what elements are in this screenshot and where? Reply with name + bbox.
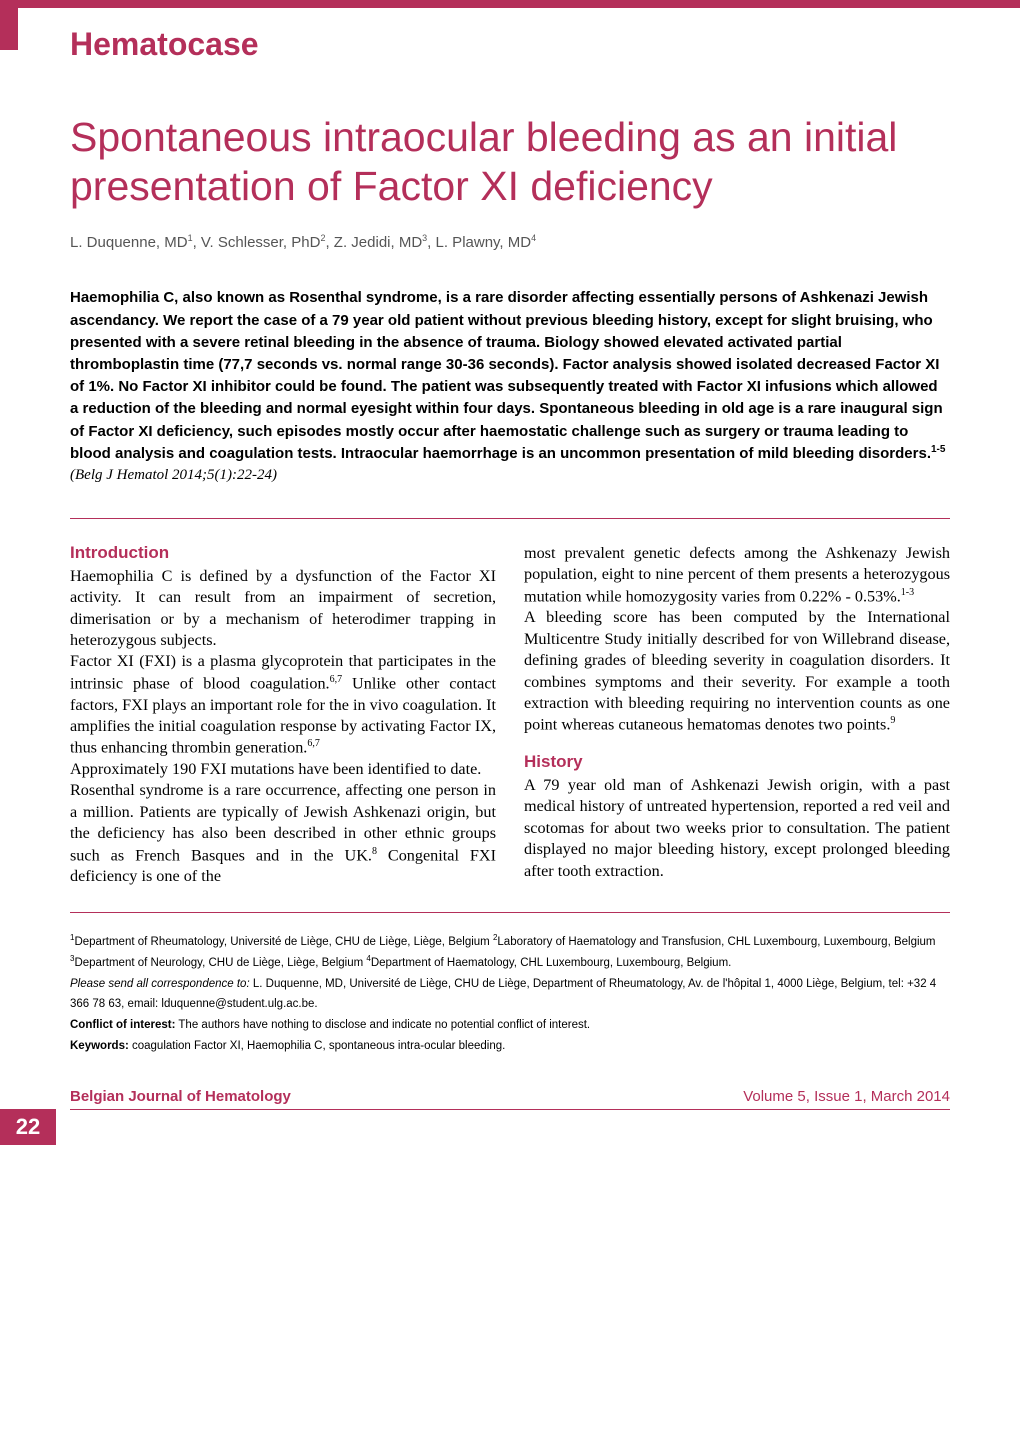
journal-footer: Belgian Journal of Hematology Volume 5, …: [70, 1088, 950, 1105]
journal-name: Belgian Journal of Hematology: [70, 1088, 291, 1105]
authors-line: L. Duquenne, MD1, V. Schlesser, PhD2, Z.…: [70, 233, 950, 251]
heading-introduction: Introduction: [70, 543, 496, 563]
top-accent-bar: [0, 0, 1020, 8]
corner-accent: [0, 0, 18, 50]
section-label: Hematocase: [70, 8, 950, 63]
history-para-1: A 79 year old man of Ashkenazi Jewish or…: [524, 775, 950, 882]
intro-para-2: Factor XI (FXI) is a plasma glycoprotein…: [70, 651, 496, 759]
affiliations: 1Department of Rheumatology, Université …: [70, 931, 950, 974]
abstract-text: Haemophilia C, also known as Rosenthal s…: [70, 287, 950, 465]
article-title: Spontaneous intraocular bleeding as an i…: [70, 113, 950, 211]
keywords: Keywords: coagulation Factor XI, Haemoph…: [70, 1036, 950, 1057]
footnotes-block: 1Department of Rheumatology, Université …: [70, 931, 950, 1057]
intro-para-1: Haemophilia C is defined by a dysfunctio…: [70, 566, 496, 652]
heading-history: History: [524, 752, 950, 772]
correspondence: Please send all correspondence to: L. Du…: [70, 974, 950, 1015]
page-container: Hematocase Spontaneous intraocular bleed…: [0, 8, 1020, 1138]
body-columns: Introduction Haemophilia C is defined by…: [70, 543, 950, 888]
right-column: most prevalent genetic defects among the…: [524, 543, 950, 888]
divider-rule-1: [70, 518, 950, 519]
intro-para-6: A bleeding score has been computed by th…: [524, 607, 950, 736]
divider-rule-2: [70, 912, 950, 913]
intro-para-5: most prevalent genetic defects among the…: [524, 543, 950, 608]
citation-line: (Belg J Hematol 2014;5(1):22-24): [70, 467, 950, 484]
page-number: 22: [0, 1109, 56, 1145]
issue-info: Volume 5, Issue 1, March 2014: [743, 1088, 950, 1105]
intro-para-3: Approximately 190 FXI mutations have bee…: [70, 759, 496, 780]
conflict-of-interest: Conflict of interest: The authors have n…: [70, 1015, 950, 1036]
intro-para-4: Rosenthal syndrome is a rare occurrence,…: [70, 780, 496, 887]
left-column: Introduction Haemophilia C is defined by…: [70, 543, 496, 888]
